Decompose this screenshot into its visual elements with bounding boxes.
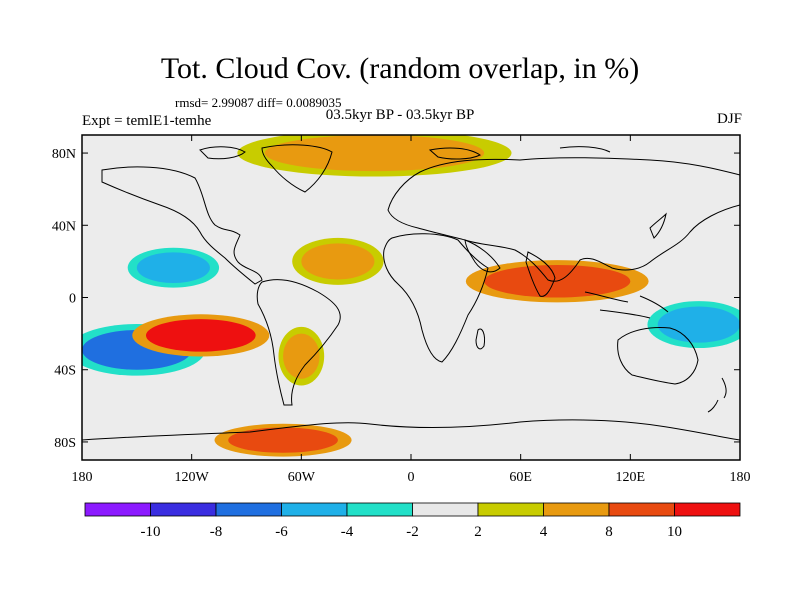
field-blob bbox=[228, 427, 338, 453]
period-label: 03.5kyr BP - 03.5kyr BP bbox=[325, 107, 475, 123]
experiment-label: Expt = temlE1-temhe bbox=[82, 113, 212, 129]
colorbar-swatch bbox=[150, 502, 217, 517]
colorbar-label: 10 bbox=[667, 524, 682, 540]
lon-label: 60E bbox=[509, 470, 532, 485]
lon-label: 180 bbox=[730, 470, 751, 485]
colorbar-label: -10 bbox=[141, 524, 161, 540]
coast-eurasia bbox=[387, 157, 740, 282]
colorbar-swatch bbox=[477, 502, 544, 517]
lon-label: 120W bbox=[175, 470, 210, 485]
colorbar-swatch bbox=[215, 502, 282, 517]
lat-label: 80S bbox=[54, 436, 76, 451]
colorbar-swatch bbox=[674, 502, 741, 517]
map-background bbox=[82, 135, 740, 460]
coast-arctic-islands bbox=[199, 146, 611, 160]
coastlines bbox=[82, 144, 740, 441]
coast-madagascar bbox=[475, 328, 485, 350]
field-blob bbox=[657, 306, 740, 343]
colorbar-label: -8 bbox=[210, 524, 223, 540]
coast-north-america bbox=[101, 166, 263, 285]
coast-arabia bbox=[464, 239, 501, 273]
coast-japan bbox=[649, 212, 667, 239]
lat-label: 80N bbox=[52, 147, 76, 162]
lon-label: 0 bbox=[408, 470, 415, 485]
colorbar-swatch bbox=[412, 502, 479, 517]
colorbar-label: -2 bbox=[406, 524, 419, 540]
season-label: DJF bbox=[716, 111, 742, 127]
lat-label: 0 bbox=[69, 292, 76, 307]
lon-label: 120E bbox=[616, 470, 646, 485]
colorbar-label: 4 bbox=[540, 524, 548, 540]
lat-label: 40S bbox=[54, 364, 76, 379]
colorbar-swatch bbox=[543, 502, 610, 517]
coast-indonesia bbox=[584, 291, 669, 319]
field-blob bbox=[283, 333, 320, 379]
lat-label: 40N bbox=[52, 219, 76, 234]
rmsd-stats: rmsd= 2.99087 diff= 0.0089035 bbox=[175, 95, 342, 110]
field-blob bbox=[264, 135, 485, 172]
coast-new-zealand bbox=[707, 377, 727, 413]
plot-title: Tot. Cloud Cov. (random overlap, in %) bbox=[160, 52, 640, 85]
colorbar: -10 -8 -6 -4 -2 2 4 8 10 bbox=[84, 502, 741, 540]
colorbar-swatch bbox=[281, 502, 348, 517]
colorbar-label: -4 bbox=[341, 524, 354, 540]
lon-label: 60W bbox=[288, 470, 316, 485]
colorbar-label: 2 bbox=[474, 524, 482, 540]
field-blob bbox=[136, 252, 210, 284]
coast-south-america bbox=[256, 279, 341, 406]
colorbar-swatch bbox=[608, 502, 675, 517]
colorbar-label: -6 bbox=[275, 524, 288, 540]
colorbar-swatch bbox=[84, 502, 151, 517]
coast-australia bbox=[617, 327, 699, 385]
latitude-axis: 80N 40N 0 40S 80S bbox=[52, 147, 740, 451]
lon-label: 180 bbox=[72, 470, 93, 485]
coast-antarctica bbox=[82, 419, 740, 441]
coast-india bbox=[525, 251, 556, 297]
colorbar-label: 8 bbox=[605, 524, 613, 540]
field-blob bbox=[301, 243, 375, 280]
colorbar-swatch bbox=[346, 502, 413, 517]
cloud-cover-field bbox=[82, 135, 740, 457]
longitude-axis: 180 120W 60W 0 60E 120E 180 bbox=[72, 135, 751, 485]
coast-greenland bbox=[261, 144, 333, 193]
coast-africa bbox=[383, 233, 489, 363]
field-blob bbox=[145, 319, 256, 352]
